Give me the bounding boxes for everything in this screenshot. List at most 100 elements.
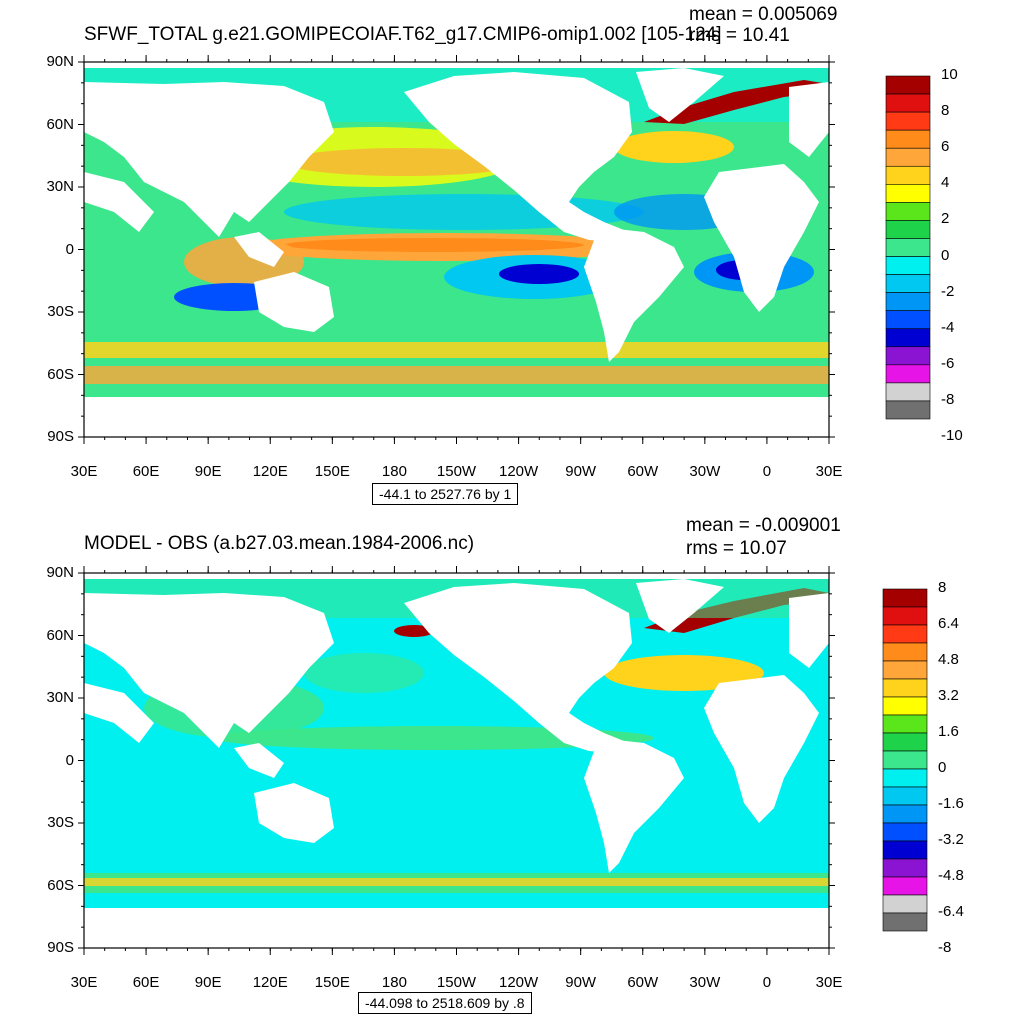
colorbar-box bbox=[882, 588, 928, 608]
colorbar-box bbox=[885, 147, 931, 167]
colorbar-box bbox=[882, 894, 928, 914]
npac-bias bbox=[304, 653, 424, 693]
colorbar-box bbox=[882, 696, 928, 716]
colorbar-box bbox=[882, 732, 928, 752]
lon-label: 60W bbox=[627, 463, 659, 480]
colorbar-label: -1.6 bbox=[938, 795, 964, 812]
lon-label: 30E bbox=[815, 463, 843, 480]
colorbar-box bbox=[885, 382, 931, 402]
colorbar-label: -4 bbox=[941, 318, 955, 336]
lon-label: 120W bbox=[498, 463, 539, 480]
lon-label: 30W bbox=[689, 463, 721, 480]
lon-label: 150W bbox=[436, 463, 477, 480]
lat-label: 0 bbox=[65, 240, 74, 258]
lon-label: 180 bbox=[381, 974, 407, 991]
colorbar-box bbox=[882, 822, 928, 842]
panel-1-rms: rms = 10.41 bbox=[689, 25, 790, 46]
colorbar-label: 8 bbox=[938, 579, 947, 596]
colorbar-box bbox=[885, 111, 931, 131]
natl-drift-max bbox=[644, 80, 829, 124]
colorbar-label: 0 bbox=[941, 246, 950, 264]
southern-wet-band bbox=[84, 342, 829, 358]
lon-label: 120E bbox=[252, 974, 288, 991]
lon-label: 90E bbox=[194, 974, 222, 991]
lon-label: 0 bbox=[762, 974, 772, 991]
colorbar-label: 0 bbox=[938, 759, 947, 776]
colorbar-label: 3.2 bbox=[938, 687, 959, 704]
map-panel-2 bbox=[83, 572, 830, 949]
natl-bias bbox=[604, 655, 764, 691]
colorbar-box bbox=[885, 310, 931, 330]
lat-label: 90N bbox=[46, 53, 74, 70]
southern-wet-band-2 bbox=[84, 366, 829, 384]
axis-ticks bbox=[78, 55, 835, 955]
colorbar-label: 1.6 bbox=[938, 723, 959, 740]
colorbar-label: 6 bbox=[941, 138, 950, 156]
gulfstream-wet bbox=[614, 131, 734, 163]
colorbar-box bbox=[885, 202, 931, 221]
colorbar-box bbox=[882, 786, 928, 806]
colorbar-label: -8 bbox=[938, 939, 952, 956]
panel-1-mean: mean = 0.005069 bbox=[689, 4, 838, 25]
lat-label: 90S bbox=[47, 939, 74, 956]
lon-label: 90W bbox=[565, 974, 597, 991]
southern-bias-core bbox=[84, 878, 829, 886]
itcz-bias bbox=[214, 726, 654, 750]
lat-label: 60N bbox=[46, 115, 74, 133]
colorbar-box bbox=[885, 165, 931, 185]
colorbar-label: -4.8 bbox=[938, 867, 964, 884]
npac-core bbox=[284, 148, 524, 176]
colorbar-box bbox=[882, 858, 928, 878]
lat-label: 30S bbox=[47, 814, 74, 831]
colorbar-box bbox=[885, 364, 931, 384]
lat-label: 90N bbox=[46, 564, 74, 581]
lon-label: 60W bbox=[627, 974, 659, 991]
colorbar-box bbox=[885, 129, 931, 149]
colorbar-label: -6 bbox=[941, 354, 955, 372]
colorbar-label: 6.4 bbox=[938, 615, 959, 632]
lat-label: 30N bbox=[46, 178, 74, 195]
colorbar-box bbox=[882, 804, 928, 824]
colorbar-label: -6.4 bbox=[938, 903, 964, 920]
colorbar-box bbox=[885, 220, 931, 239]
colorbar-box bbox=[885, 238, 931, 257]
colorbar-box bbox=[882, 840, 928, 860]
colorbar-box bbox=[885, 274, 931, 293]
colorbar-box bbox=[885, 346, 931, 366]
colorbar-box bbox=[885, 93, 931, 113]
lon-label: 90E bbox=[194, 463, 222, 480]
colorbar-box bbox=[882, 678, 928, 698]
lon-label: 30E bbox=[70, 463, 98, 480]
lon-label: 60E bbox=[132, 974, 160, 991]
colorbar-box bbox=[885, 400, 931, 420]
panel-2-range: -44.098 to 2518.609 by .8 bbox=[358, 992, 532, 1014]
colorbar-box bbox=[885, 184, 931, 203]
colorbar-box bbox=[882, 714, 928, 734]
colorbar-label: -10 bbox=[941, 427, 963, 445]
lat-label: 30S bbox=[47, 303, 74, 320]
colorbar-label: 2 bbox=[941, 210, 950, 228]
panel-1-title: SFWF_TOTAL g.e21.GOMIPECOIAF.T62_g17.CMI… bbox=[84, 24, 722, 45]
colorbar-box bbox=[882, 768, 928, 788]
colorbar-box bbox=[882, 606, 928, 626]
colorbar-label: 8 bbox=[941, 102, 950, 120]
lon-label: 150E bbox=[314, 974, 350, 991]
map-panel-1 bbox=[83, 61, 830, 438]
lat-label: 30N bbox=[46, 689, 74, 706]
sepac-core bbox=[499, 264, 579, 284]
lat-label: 0 bbox=[65, 751, 74, 769]
lon-label: 120E bbox=[252, 463, 288, 480]
lon-label: 30E bbox=[815, 974, 843, 991]
bering-bias bbox=[394, 625, 434, 637]
lon-label: 90W bbox=[565, 463, 597, 480]
colorbar-label: -8 bbox=[941, 390, 955, 408]
colorbar-box bbox=[885, 328, 931, 348]
lat-label: 90S bbox=[47, 428, 74, 445]
colorbar-2 bbox=[882, 588, 928, 932]
colorbar-label: 4.8 bbox=[938, 651, 959, 668]
colorbar-box bbox=[882, 876, 928, 896]
lon-label: 150E bbox=[314, 463, 350, 480]
colorbar-box bbox=[885, 292, 931, 311]
lon-label: 0 bbox=[762, 463, 772, 480]
